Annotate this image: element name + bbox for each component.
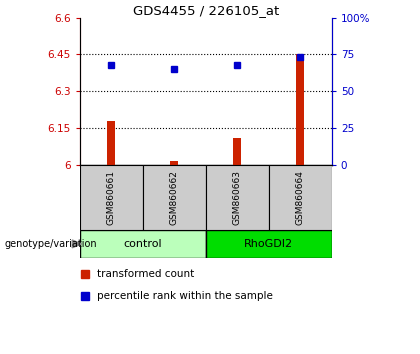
Text: control: control [123,239,162,249]
Bar [143,165,206,230]
Text: RhoGDI2: RhoGDI2 [244,239,293,249]
Text: transformed count: transformed count [97,269,195,279]
Bar [80,230,206,258]
Text: percentile rank within the sample: percentile rank within the sample [97,291,273,301]
Polygon shape [72,240,81,248]
Title: GDS4455 / 226105_at: GDS4455 / 226105_at [133,4,279,17]
Bar [206,165,269,230]
Text: genotype/variation: genotype/variation [4,239,97,249]
Text: GSM860661: GSM860661 [107,170,116,225]
Text: GSM860663: GSM860663 [233,170,242,225]
Bar [269,165,332,230]
Bar [107,120,116,165]
Bar [296,55,304,165]
Bar [170,161,178,165]
Text: GSM860664: GSM860664 [296,170,305,225]
Bar [206,230,332,258]
Bar [80,165,143,230]
Bar [233,138,241,165]
Text: GSM860662: GSM860662 [170,170,179,225]
